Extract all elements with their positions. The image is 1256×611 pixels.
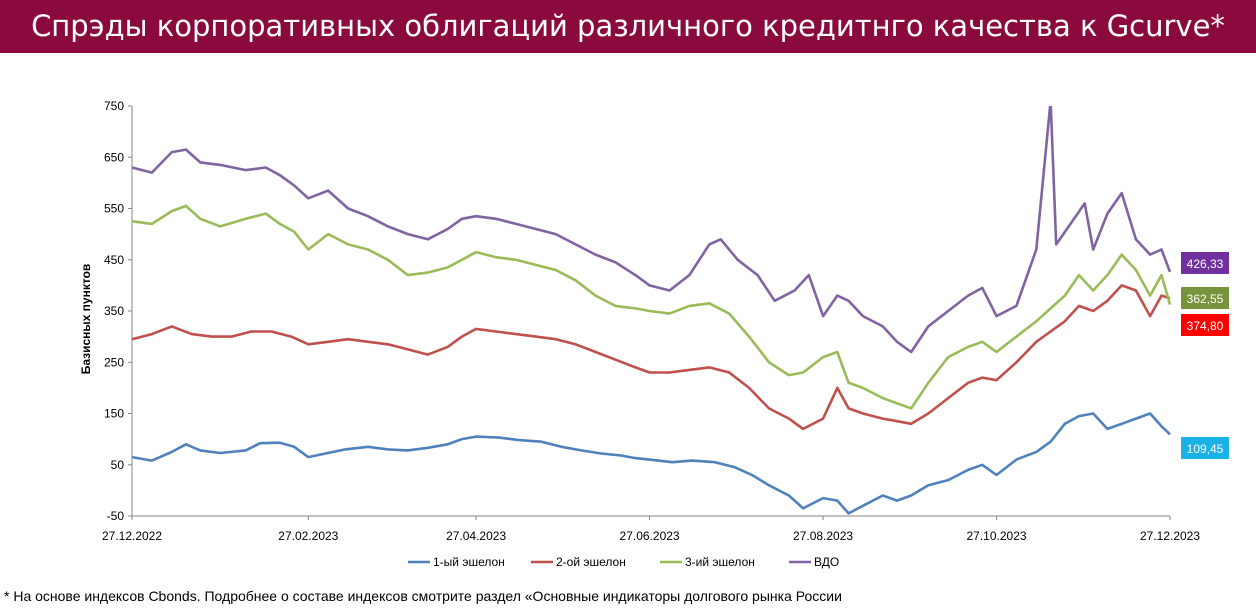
legend-label-2: 2-ой эшелон	[556, 555, 626, 569]
y-tick-label: 650	[104, 150, 124, 164]
y-tick-label: 350	[104, 304, 124, 318]
x-tick-label: 27.04.2023	[446, 529, 506, 543]
legend-label-3: 3-ий эшелон	[685, 555, 755, 569]
footnote: * На основе индексов Cbonds. Подробнее о…	[4, 588, 842, 604]
x-tick-label: 27.08.2023	[793, 529, 853, 543]
x-tick-label: 27.10.2023	[966, 529, 1026, 543]
x-tick-label: 27.12.2023	[1140, 529, 1200, 543]
x-tick-label: 27.06.2023	[620, 529, 680, 543]
value-badge-1	[1181, 437, 1229, 459]
x-tick-label: 27.12.2022	[102, 529, 162, 543]
y-tick-label: 550	[104, 202, 124, 216]
series-line-3	[132, 204, 1172, 410]
value-badge-label-2: 374,80	[1187, 319, 1224, 333]
value-badge-3	[1181, 287, 1229, 309]
value-badge-2	[1181, 314, 1229, 336]
value-badge-label-4: 426,33	[1187, 257, 1224, 271]
value-badge-label-3: 362,55	[1187, 292, 1224, 306]
value-badge-label-1: 109,45	[1187, 442, 1224, 456]
y-tick-label: 150	[104, 407, 124, 421]
legend-label-1: 1-ый эшелон	[433, 555, 505, 569]
chart-title: Спрэды корпоративных облигаций различног…	[31, 9, 1225, 43]
value-badge-4	[1181, 252, 1229, 274]
series-line-2	[132, 284, 1171, 431]
x-tick-label: 27.02.2023	[278, 529, 338, 543]
y-tick-label: -50	[107, 509, 125, 523]
y-tick-label: 450	[104, 253, 124, 267]
y-tick-label: 250	[104, 355, 124, 369]
chart-area: -50 50 150 250 350 450 550 650 750 27.12.2022 27.0…	[79, 99, 1229, 569]
y-tick-label: 750	[104, 99, 124, 113]
series-line-4	[132, 106, 1172, 354]
series-line-1	[132, 412, 1171, 515]
legend-label-4: ВДО	[814, 555, 839, 569]
y-tick-label: 50	[111, 458, 125, 472]
y-axis-title: Базисных пунктов	[79, 264, 93, 375]
title-bar: Спрэды корпоративных облигаций различног…	[0, 0, 1256, 53]
